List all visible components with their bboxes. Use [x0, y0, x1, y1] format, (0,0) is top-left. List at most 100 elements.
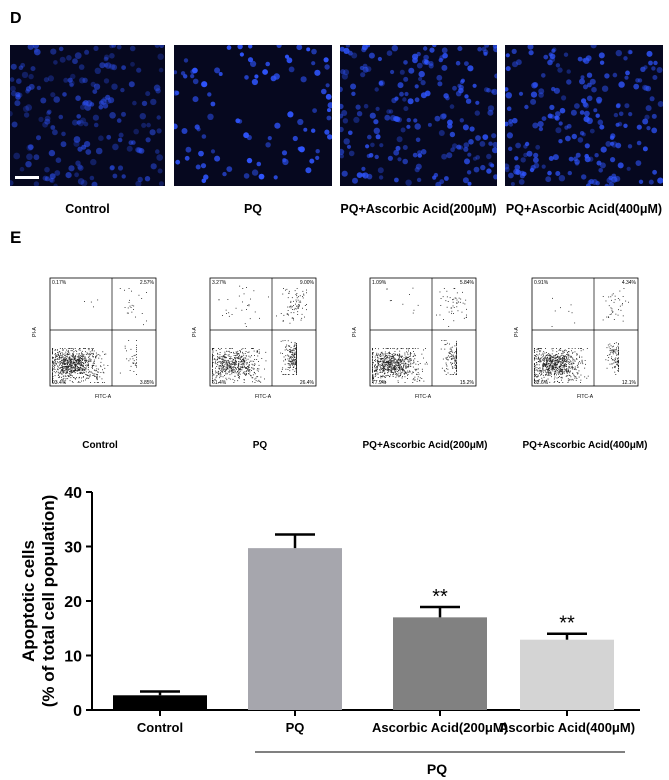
event-dot	[97, 371, 98, 373]
nucleus-dot	[248, 45, 253, 49]
event-dot	[74, 364, 76, 366]
event-dot	[223, 369, 225, 371]
nucleus-dot	[33, 48, 39, 53]
event-dot	[580, 362, 582, 364]
event-dot	[75, 364, 77, 366]
event-dot	[55, 354, 57, 356]
nucleus-dot	[311, 128, 316, 133]
event-dot	[243, 361, 245, 363]
nucleus-dot	[348, 130, 353, 136]
event-dot	[607, 355, 609, 356]
nucleus-dot	[324, 64, 330, 70]
event-dot	[296, 305, 297, 307]
nucleus-dot	[579, 110, 585, 115]
event-dot	[557, 359, 559, 361]
event-dot	[233, 362, 235, 364]
event-dot	[212, 366, 213, 368]
event-dot	[569, 375, 571, 376]
event-dot	[64, 368, 66, 370]
event-dot	[296, 301, 297, 303]
event-dot	[560, 371, 562, 373]
event-dot	[385, 381, 386, 382]
event-dot	[65, 366, 67, 368]
event-dot	[453, 352, 455, 354]
event-dot	[572, 359, 574, 361]
event-dot	[408, 360, 410, 362]
event-dot	[61, 362, 63, 363]
event-dot	[449, 356, 450, 358]
event-dot	[456, 350, 457, 352]
event-dot	[220, 370, 222, 372]
event-dot	[609, 350, 611, 352]
event-dot	[376, 367, 378, 369]
event-dot	[562, 369, 564, 371]
nucleus-dot	[132, 100, 137, 106]
event-dot	[89, 359, 91, 361]
event-dot	[224, 359, 226, 361]
event-dot	[246, 362, 248, 364]
event-dot	[218, 358, 220, 360]
event-dot	[55, 358, 57, 360]
event-dot	[534, 363, 535, 365]
event-dot	[223, 361, 225, 363]
event-dot	[554, 372, 556, 374]
event-dot	[546, 371, 548, 373]
event-dot	[563, 357, 565, 358]
nucleus-dot	[386, 109, 391, 114]
nucleus-dot	[473, 166, 480, 173]
event-dot	[455, 355, 456, 357]
event-dot	[293, 305, 294, 306]
event-dot	[398, 353, 400, 355]
nucleus-dot	[378, 80, 384, 86]
event-dot	[235, 362, 236, 364]
event-dot	[290, 351, 292, 352]
nucleus-dot	[50, 48, 57, 55]
event-dot	[390, 366, 392, 368]
event-dot	[614, 365, 616, 367]
nucleus-dot	[343, 47, 350, 54]
event-dot	[247, 358, 249, 360]
event-dot	[539, 369, 541, 371]
event-dot	[103, 372, 105, 374]
event-dot	[232, 369, 234, 370]
event-dot	[287, 369, 289, 370]
event-dot	[63, 357, 65, 359]
event-dot	[245, 351, 247, 352]
event-dot	[555, 362, 556, 364]
event-dot	[586, 348, 588, 349]
event-dot	[392, 355, 394, 357]
event-dot	[456, 343, 457, 345]
event-dot	[559, 358, 561, 360]
event-dot	[566, 364, 567, 365]
event-dot	[287, 355, 289, 357]
event-dot	[72, 356, 74, 358]
event-dot	[556, 377, 558, 379]
event-dot	[236, 351, 238, 353]
event-dot	[618, 309, 619, 311]
event-dot	[446, 306, 448, 308]
event-dot	[561, 379, 562, 381]
nucleus-dot	[91, 181, 98, 186]
event-dot	[295, 369, 297, 371]
event-dot	[618, 348, 619, 350]
event-dot	[549, 357, 551, 359]
event-dot	[257, 380, 259, 382]
event-dot	[570, 356, 571, 358]
event-dot	[70, 350, 72, 352]
event-dot	[386, 288, 388, 290]
event-dot	[539, 367, 541, 369]
event-dot	[261, 358, 263, 359]
event-dot	[392, 364, 393, 366]
event-dot	[66, 367, 68, 369]
event-dot	[379, 380, 381, 382]
event-dot	[557, 361, 559, 363]
event-dot	[68, 351, 70, 353]
event-dot	[407, 370, 409, 372]
event-dot	[295, 351, 297, 353]
event-dot	[247, 368, 249, 370]
event-dot	[55, 353, 56, 354]
event-dot	[376, 366, 378, 367]
event-dot	[212, 369, 213, 370]
event-dot	[456, 367, 457, 369]
event-dot	[52, 373, 53, 374]
